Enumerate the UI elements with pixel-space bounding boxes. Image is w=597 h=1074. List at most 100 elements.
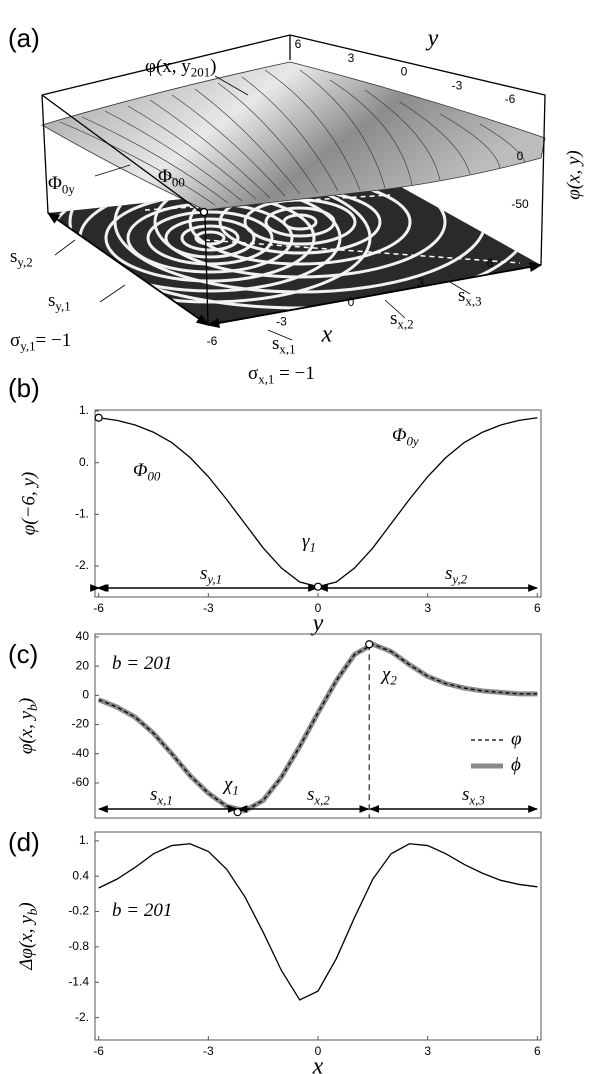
annotation: b = 201 bbox=[112, 653, 172, 674]
x-tick-label: -6 bbox=[93, 1044, 104, 1058]
plot-frame bbox=[94, 409, 542, 598]
annotation: Φ0y bbox=[48, 173, 75, 196]
y-tick-label: 1. bbox=[79, 833, 89, 847]
y-tick-label: -6 bbox=[505, 92, 516, 106]
x-tick-label: 6 bbox=[534, 1044, 541, 1058]
annotation-part: χ bbox=[222, 774, 233, 795]
annotation: sx,1 bbox=[272, 333, 296, 356]
y-axis-label-part: b bbox=[25, 908, 40, 915]
annotation-part: s bbox=[390, 308, 397, 329]
y-axis-label-part: φ(x, y bbox=[16, 710, 37, 754]
y-tick-label: 40 bbox=[76, 629, 90, 643]
annotation: σy,1= −1 bbox=[10, 330, 71, 353]
annotation-part: 0y bbox=[406, 434, 418, 449]
annotation-part: σ bbox=[248, 363, 258, 384]
annotation: σx,1 = −1 bbox=[248, 363, 315, 386]
x-tick-label: 0 bbox=[315, 1044, 322, 1058]
y-tick-label: 0 bbox=[82, 688, 89, 702]
y-tick-label: -0.2 bbox=[68, 904, 89, 918]
y-tick-label: 0 bbox=[401, 65, 408, 79]
y-tick-label: 20 bbox=[76, 658, 90, 672]
panel-label: (b) bbox=[8, 373, 40, 403]
annotation: χ2 bbox=[380, 664, 397, 687]
y-axis-label: φ(x, yb) bbox=[16, 698, 40, 754]
leader-line bbox=[99, 284, 126, 303]
plot-frame bbox=[94, 831, 542, 1041]
panel-label: (a) bbox=[8, 23, 40, 53]
annotation: χ1 bbox=[222, 774, 239, 797]
annotation: Φ00 bbox=[158, 166, 185, 189]
annotation-part: σ bbox=[10, 330, 20, 351]
annotation-part: Φ bbox=[48, 173, 62, 194]
y-axis-label: y bbox=[426, 26, 439, 52]
annotation: sx,3 bbox=[458, 285, 482, 308]
y-tick-label: 0. bbox=[79, 455, 89, 469]
panel-label: (c) bbox=[8, 639, 38, 669]
x-tick-label: -3 bbox=[203, 1044, 214, 1058]
x-tick-label: 0 bbox=[315, 601, 322, 615]
y-axis-label-part: ) bbox=[16, 698, 37, 705]
data-line bbox=[98, 417, 538, 588]
annotation: sy,1 bbox=[48, 290, 71, 313]
leader-line bbox=[214, 75, 249, 96]
x-tick-label: 6 bbox=[487, 256, 494, 270]
annotation-part: s bbox=[458, 285, 465, 306]
y-tick-label: -1. bbox=[75, 507, 89, 521]
leader-line bbox=[54, 239, 76, 256]
annotation-part: y,2 bbox=[450, 572, 467, 587]
annotation-part: γ bbox=[302, 531, 310, 552]
annotation: sx,1 bbox=[150, 784, 173, 807]
x-axis-label: x bbox=[321, 322, 333, 348]
x-tick-label: -3 bbox=[203, 601, 214, 615]
y-axis-label: φ(−6, y) bbox=[18, 472, 39, 535]
y-tick-label: -60 bbox=[72, 775, 90, 789]
annotation-part: = −1 bbox=[274, 363, 314, 384]
y-tick-label: -1.4 bbox=[68, 974, 89, 988]
annotation-part: x,2 bbox=[313, 793, 330, 808]
annotation-part: s bbox=[200, 563, 207, 584]
y-axis-label-part: b bbox=[25, 704, 40, 711]
x-tick-label: -6 bbox=[93, 601, 104, 615]
annotation-part: = −1 bbox=[36, 330, 72, 351]
annotation: sy,1 bbox=[200, 563, 222, 586]
annotation-part: y,2 bbox=[17, 255, 32, 270]
annotation: sx,2 bbox=[390, 308, 414, 331]
plot-frame bbox=[94, 633, 542, 819]
surface-plot-art bbox=[40, 34, 546, 328]
x-axis-label: x bbox=[312, 1054, 324, 1074]
annotation: b = 201 bbox=[112, 900, 172, 921]
annotation: Φ00 bbox=[133, 460, 161, 483]
panel-label: (d) bbox=[8, 827, 40, 857]
annotation-part: s bbox=[10, 246, 17, 267]
annotation-part: x,1 bbox=[156, 793, 172, 808]
leader-line bbox=[384, 299, 406, 319]
annotation-part: χ bbox=[380, 664, 391, 685]
annotation-part: x,3 bbox=[468, 793, 484, 808]
annotation-part: Φ bbox=[392, 425, 406, 446]
legend-label: φ bbox=[511, 728, 522, 749]
annotation-part: y,1 bbox=[205, 572, 222, 587]
annotation-part: 00 bbox=[147, 469, 160, 484]
y-tick-label: 6 bbox=[295, 37, 302, 51]
marker-point bbox=[233, 808, 242, 817]
annotation: sy,2 bbox=[10, 246, 33, 269]
marker-point bbox=[365, 640, 374, 649]
annotation-part: s bbox=[272, 333, 279, 354]
x-tick-label: 3 bbox=[417, 276, 424, 290]
x-tick-label: 3 bbox=[424, 1044, 431, 1058]
annotation: sx,3 bbox=[462, 784, 485, 807]
x-tick-label: -6 bbox=[207, 334, 218, 348]
y-tick-label: 0.4 bbox=[72, 868, 89, 882]
z-tick-label: 0 bbox=[517, 149, 524, 163]
x-tick-label: 0 bbox=[348, 295, 355, 309]
y-axis-label: Δφ(x, yb) bbox=[16, 902, 40, 970]
x-tick-label: 3 bbox=[424, 601, 431, 615]
annotation-part: y,1 bbox=[20, 339, 35, 354]
annotation: sx,2 bbox=[307, 784, 330, 807]
marker-point bbox=[94, 413, 103, 422]
annotation-part: Φ bbox=[158, 166, 172, 187]
data-line bbox=[98, 643, 538, 812]
annotation-part: x,2 bbox=[397, 317, 413, 332]
y-tick-label: -2. bbox=[75, 558, 89, 572]
